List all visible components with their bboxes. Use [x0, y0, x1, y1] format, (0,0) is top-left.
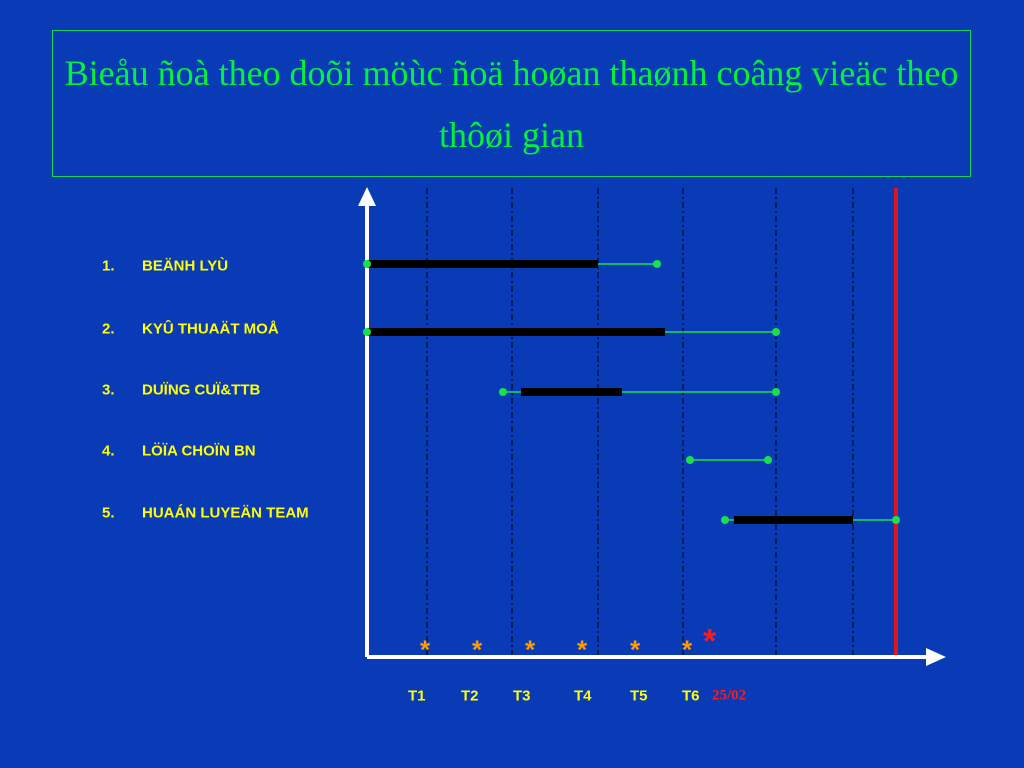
- task-number: 1.: [102, 257, 115, 275]
- progress-marker: *: [703, 622, 717, 661]
- task-label: HUAÁN LUYEÄN TEAM: [142, 504, 309, 522]
- task-number: 5.: [102, 504, 115, 522]
- task-label: KYÛ THUAÄT MOÅ: [142, 320, 279, 338]
- time-label: T6: [682, 687, 700, 705]
- task-number: 4.: [102, 442, 115, 460]
- time-gridlines: [426, 188, 854, 657]
- task-number: 2.: [102, 320, 115, 338]
- time-label: 25/02: [712, 687, 747, 704]
- task-number: 3.: [102, 381, 115, 399]
- time-label: T1: [408, 687, 426, 705]
- progress-marker: *: [630, 634, 641, 665]
- time-label: T5: [630, 687, 648, 705]
- progress-marker: *: [682, 634, 693, 665]
- progress-marker: *: [472, 634, 483, 665]
- axes: [358, 187, 946, 666]
- progress-marker: *: [525, 634, 536, 665]
- task-bars: [363, 260, 900, 524]
- task-label: LÖÏA CHOÏN BN: [142, 442, 256, 460]
- task-label: DUÏNG CUÏ&TTB: [142, 381, 261, 399]
- progress-marker: *: [577, 634, 588, 665]
- slide-title: Bieåu ñoà theo doõi möùc ñoä hoøan thaøn…: [52, 30, 971, 177]
- task-label: BEÄNH LYÙ: [142, 257, 229, 275]
- progress-marker: *: [420, 634, 431, 665]
- time-label: T2: [461, 687, 479, 705]
- time-label: T4: [574, 687, 592, 705]
- time-label: T3: [513, 687, 531, 705]
